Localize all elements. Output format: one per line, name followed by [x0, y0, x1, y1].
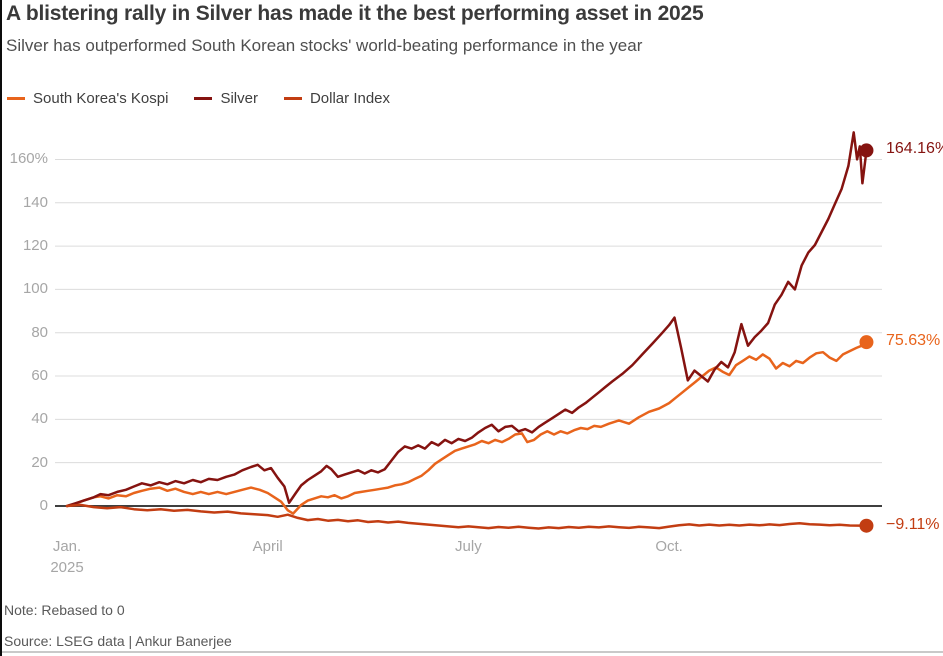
- legend-label: Silver: [220, 90, 258, 107]
- x-axis-tick-April: April: [252, 538, 283, 555]
- series-line-silver: [65, 131, 868, 508]
- legend-item-silver: Silver: [194, 90, 258, 107]
- series-line-dollar-index: [65, 503, 868, 530]
- legend-label: South Korea's Kospi: [33, 90, 169, 107]
- x-axis-tick-Oct: Oct.: [655, 538, 683, 555]
- y-axis-tick-160: 160%: [9, 150, 48, 168]
- y-axis-tick-20: 20: [31, 453, 48, 471]
- y-axis-tick-60: 60: [31, 367, 48, 385]
- y-axis-tick-80: 80: [31, 323, 48, 341]
- series-end-dot-dollar-index: [859, 518, 874, 533]
- series-end-label-silver: 164.16%: [886, 140, 943, 158]
- y-axis-tick-140: 140: [22, 193, 48, 211]
- chart-subtitle: Silver has outperformed South Korean sto…: [6, 36, 643, 55]
- chart-source: Source: LSEG data | Ankur Banerjee: [4, 633, 232, 649]
- legend-item-dollar-index: Dollar Index: [283, 90, 391, 107]
- series-end-dot-silver: [859, 143, 874, 158]
- legend-swatch-icon: [194, 97, 213, 100]
- x-axis-tick-Jan: Jan. 2025: [50, 538, 84, 576]
- legend-swatch-icon: [283, 97, 302, 100]
- legend-item-south-korea-s-kospi: South Korea's Kospi: [7, 90, 168, 107]
- bottom-divider: [2, 651, 943, 653]
- legend-label: Dollar Index: [309, 90, 391, 107]
- series-end-label-south-korea-s-kospi: 75.63%: [886, 332, 941, 350]
- y-axis-tick-120: 120: [22, 237, 48, 255]
- x-axis-tick-July: July: [455, 538, 482, 555]
- series-end-label-dollar-index: −9.11%: [886, 515, 940, 533]
- y-axis-tick-100: 100: [22, 280, 48, 298]
- chart-note: Note: Rebased to 0: [4, 602, 125, 618]
- y-axis-tick-40: 40: [31, 410, 48, 428]
- legend-swatch-icon: [7, 97, 25, 100]
- chart-title: A blistering rally in Silver has made it…: [6, 2, 704, 25]
- chart-legend: South Korea's Kospi Silver Dollar Index: [7, 90, 390, 107]
- y-axis-tick-0: 0: [39, 497, 48, 514]
- series-end-dot-south-korea-s-kospi: [859, 335, 874, 350]
- series-line-south-korea-s-kospi: [65, 340, 868, 515]
